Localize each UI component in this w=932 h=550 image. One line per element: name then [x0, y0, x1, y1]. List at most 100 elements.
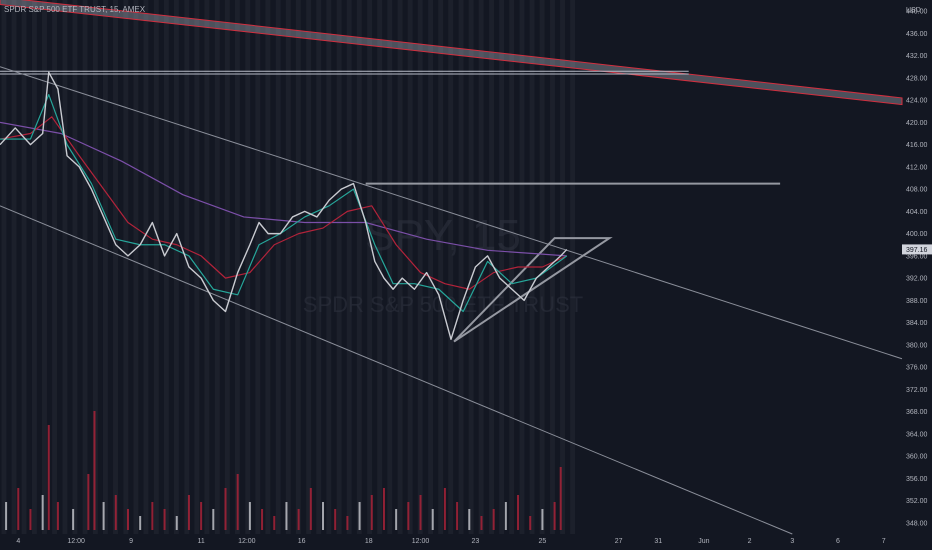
- session-band: [31, 0, 37, 534]
- y-tick-label: 388.00: [906, 298, 928, 305]
- session-band: [255, 0, 261, 534]
- session-band: [468, 0, 474, 534]
- moving-average-slow: [0, 121, 567, 257]
- volume-bar: [224, 488, 227, 530]
- volume-bar: [72, 509, 75, 530]
- session-band: [397, 0, 403, 534]
- session-band: [204, 0, 210, 534]
- trendline-lower: [0, 205, 793, 535]
- volume-bar: [126, 509, 129, 530]
- volume-bar: [431, 509, 434, 530]
- volume-bar: [175, 516, 178, 530]
- x-tick-label: 2: [748, 538, 752, 545]
- y-tick-label: 396.00: [906, 253, 928, 260]
- session-band: [448, 0, 454, 534]
- volume-bar: [346, 516, 349, 530]
- session-band: [489, 0, 494, 534]
- session-band: [62, 0, 68, 534]
- session-band: [42, 0, 47, 534]
- volume-bar: [322, 502, 325, 530]
- trendline-upper: [0, 66, 903, 360]
- x-tick-label: 23: [471, 538, 479, 545]
- volume-bar: [553, 502, 556, 530]
- session-band: [123, 0, 129, 534]
- session-band: [509, 0, 515, 534]
- volume-bar: [248, 502, 251, 530]
- session-band: [438, 0, 444, 534]
- volume-bar: [56, 502, 59, 530]
- y-tick-label: 420.00: [906, 120, 928, 127]
- x-tick-label: 6: [836, 538, 840, 545]
- volume-bar: [87, 474, 90, 530]
- y-tick-label: 372.00: [906, 387, 928, 394]
- last-price-tag-bg: [902, 244, 932, 255]
- upper-channel-band: [0, 0, 903, 106]
- x-tick-label: 7: [882, 538, 886, 545]
- session-band: [295, 0, 301, 534]
- volume-bar: [492, 509, 495, 530]
- volume-bar: [480, 516, 483, 530]
- volume-bar: [163, 509, 166, 530]
- session-band: [143, 0, 149, 534]
- y-tick-label: 432.00: [906, 53, 928, 60]
- y-tick-label: 440.00: [906, 9, 928, 16]
- volume-bar: [261, 509, 264, 530]
- volume-bar: [541, 509, 544, 530]
- x-tick-label: 11: [197, 538, 204, 545]
- volume-bar: [334, 509, 337, 530]
- session-band: [316, 0, 322, 534]
- volume-bar: [370, 495, 373, 530]
- volume-bar: [456, 502, 459, 530]
- y-tick-label: 364.00: [906, 431, 928, 438]
- triangle-pattern: [453, 237, 613, 343]
- y-tick-label: 416.00: [906, 142, 928, 149]
- volume-bar: [273, 516, 276, 530]
- session-band: [1, 0, 7, 534]
- time-axis-bg: [0, 534, 932, 550]
- y-tick-label: 424.00: [906, 98, 928, 105]
- session-band: [102, 0, 108, 534]
- x-tick-label: 18: [365, 538, 373, 545]
- y-tick-label: 352.00: [906, 498, 928, 505]
- session-band: [407, 0, 413, 534]
- volume-bar: [309, 488, 312, 530]
- y-tick-label: 428.00: [906, 75, 928, 82]
- session-band: [275, 0, 281, 534]
- y-tick-label: 412.00: [906, 164, 928, 171]
- watermark: SPY, 15 SPDR S&P 500 ETF TRUST: [303, 211, 583, 317]
- y-tick-label: 348.00: [906, 520, 928, 527]
- session-band: [234, 0, 240, 534]
- y-tick-label: 356.00: [906, 476, 928, 483]
- currency-label: USD: [906, 7, 921, 14]
- price-line: [0, 71, 568, 341]
- volume-bar: [358, 502, 361, 530]
- session-band: [346, 0, 352, 534]
- session-band: [82, 0, 88, 534]
- volume-bar: [187, 495, 190, 530]
- y-tick-label: 400.00: [906, 231, 928, 238]
- volume-bar: [382, 488, 385, 530]
- y-tick-label: 392.00: [906, 276, 928, 283]
- session-band: [387, 0, 393, 534]
- price-axis: USD 348.00 352.00 356.00 360.00 364.00 368.00 3…: [902, 0, 932, 550]
- volume-bar: [29, 509, 32, 530]
- session-band: [458, 0, 464, 534]
- moving-average-mid: [0, 116, 568, 290]
- session-band: [356, 0, 362, 534]
- volume-bar: [200, 502, 203, 530]
- session-band: [11, 0, 17, 534]
- volume-bar: [17, 488, 20, 530]
- y-tick-label: 384.00: [906, 320, 928, 327]
- x-tick-label: Jun: [698, 538, 709, 545]
- drawings: [0, 0, 903, 535]
- volume-bar: [285, 502, 288, 530]
- volume-bar: [47, 425, 50, 530]
- session-band: [499, 0, 505, 534]
- session-band: [306, 0, 312, 534]
- y-tick-label: 368.00: [906, 409, 928, 416]
- volume-bar: [212, 509, 215, 530]
- chart-header: SPDR S&P 500 ETF TRUST, 15, AMEX: [4, 5, 146, 14]
- volume-bar: [419, 495, 422, 530]
